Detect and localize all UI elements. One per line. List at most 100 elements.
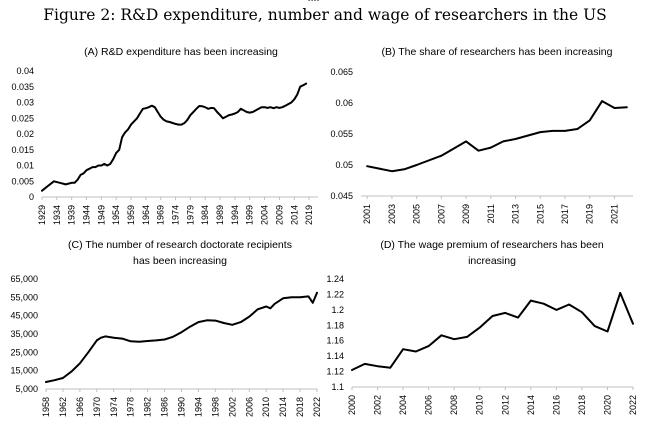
data-point bbox=[504, 312, 507, 314]
data-point bbox=[151, 104, 153, 107]
data-point bbox=[214, 319, 217, 322]
data-point bbox=[440, 334, 443, 337]
data-point bbox=[231, 324, 234, 326]
data-point bbox=[308, 0, 310, 1]
data-point bbox=[314, 0, 316, 1]
data-point bbox=[127, 128, 129, 131]
data-point bbox=[165, 120, 168, 123]
x-tick-label: 2002 bbox=[227, 397, 237, 417]
data-point bbox=[121, 337, 123, 340]
data-point bbox=[155, 339, 157, 342]
x-tick-label: 2007 bbox=[436, 204, 446, 224]
series-line bbox=[366, 100, 628, 173]
series-line bbox=[45, 291, 318, 383]
data-point bbox=[272, 107, 275, 109]
x-tick-label: 2014 bbox=[278, 397, 288, 417]
x-tick-label: 2011 bbox=[486, 204, 496, 223]
x-tick-label: 2019 bbox=[585, 204, 595, 224]
data-point bbox=[593, 325, 596, 327]
data-point bbox=[376, 365, 379, 368]
x-tick-label: 2020 bbox=[602, 395, 612, 415]
data-point bbox=[568, 303, 570, 306]
data-point bbox=[269, 307, 272, 310]
data-point bbox=[581, 311, 583, 314]
data-point bbox=[389, 366, 392, 369]
data-point bbox=[228, 114, 230, 116]
figure-title: Figure 2: R&D expenditure, number and wa… bbox=[43, 6, 607, 24]
y-tick-label: 15,000 bbox=[10, 366, 38, 376]
x-tick-label: 2010 bbox=[475, 395, 485, 415]
data-point bbox=[100, 164, 103, 167]
data-point bbox=[551, 130, 554, 132]
y-tick-label: 0 bbox=[29, 192, 34, 202]
y-tick-label: 0.01 bbox=[16, 161, 34, 171]
x-tick-label: 2004 bbox=[398, 395, 408, 415]
data-point bbox=[269, 106, 272, 108]
data-point bbox=[391, 170, 393, 172]
data-point bbox=[106, 164, 109, 167]
y-tick-label: 0.025 bbox=[11, 113, 34, 123]
y-tick-label: 0.065 bbox=[330, 67, 353, 77]
data-point bbox=[121, 136, 123, 138]
data-point bbox=[85, 169, 88, 171]
data-point bbox=[351, 369, 353, 371]
data-point bbox=[555, 309, 558, 311]
data-point bbox=[168, 121, 171, 123]
data-point bbox=[231, 113, 233, 116]
data-point bbox=[613, 107, 616, 109]
data-point bbox=[115, 152, 117, 154]
x-tick-label: 2013 bbox=[511, 204, 521, 224]
chart-panel-a: (A) R&D expenditure has been increasing 0… bbox=[11, 0, 319, 225]
data-point bbox=[316, 292, 318, 294]
data-point bbox=[159, 115, 162, 118]
data-point bbox=[41, 189, 43, 192]
data-point bbox=[70, 370, 73, 373]
data-point bbox=[278, 107, 281, 109]
data-point bbox=[576, 128, 579, 130]
data-point bbox=[248, 315, 251, 318]
data-point bbox=[100, 336, 102, 339]
data-point bbox=[290, 296, 293, 299]
x-tick-label: 1998 bbox=[210, 397, 220, 417]
x-tick-label: 2014 bbox=[526, 395, 536, 415]
series-line bbox=[351, 291, 634, 371]
x-tick-label: 1974 bbox=[171, 205, 181, 225]
data-point bbox=[219, 114, 221, 116]
data-point bbox=[284, 104, 287, 107]
chart-title: (A) R&D expenditure has been increasing bbox=[84, 46, 278, 58]
data-point bbox=[251, 111, 254, 113]
x-tick-label: 2022 bbox=[628, 395, 638, 415]
data-point bbox=[109, 163, 112, 165]
data-point bbox=[281, 106, 284, 108]
data-point bbox=[275, 106, 278, 108]
chart-panel-d: (D) The wage premium of researchers has … bbox=[326, 239, 638, 415]
data-point bbox=[73, 182, 76, 184]
y-tick-label: 0.05 bbox=[335, 160, 353, 170]
data-point bbox=[59, 182, 61, 184]
x-tick-label: 1974 bbox=[109, 397, 119, 417]
data-point bbox=[427, 345, 430, 347]
data-point bbox=[177, 123, 180, 126]
data-point bbox=[156, 111, 159, 113]
x-tick-label: 1962 bbox=[58, 397, 68, 417]
x-tick-label: 2018 bbox=[295, 397, 305, 417]
y-tick-label: 0.03 bbox=[16, 98, 34, 108]
data-point bbox=[64, 183, 67, 186]
data-point bbox=[282, 297, 284, 300]
x-tick-label: 2006 bbox=[424, 395, 434, 415]
data-point bbox=[293, 98, 296, 101]
data-point bbox=[299, 85, 302, 88]
x-tick-label: 1970 bbox=[92, 397, 102, 417]
x-tick-label: 1986 bbox=[160, 397, 170, 417]
data-point bbox=[171, 122, 174, 124]
data-point bbox=[192, 111, 195, 113]
y-tick-label: 1.2 bbox=[331, 305, 344, 315]
data-point bbox=[619, 292, 621, 294]
data-point bbox=[478, 326, 481, 329]
data-point bbox=[82, 172, 85, 175]
data-point bbox=[222, 117, 224, 120]
data-point bbox=[162, 119, 165, 121]
data-point bbox=[206, 319, 208, 322]
x-tick-label: 1989 bbox=[215, 205, 225, 225]
